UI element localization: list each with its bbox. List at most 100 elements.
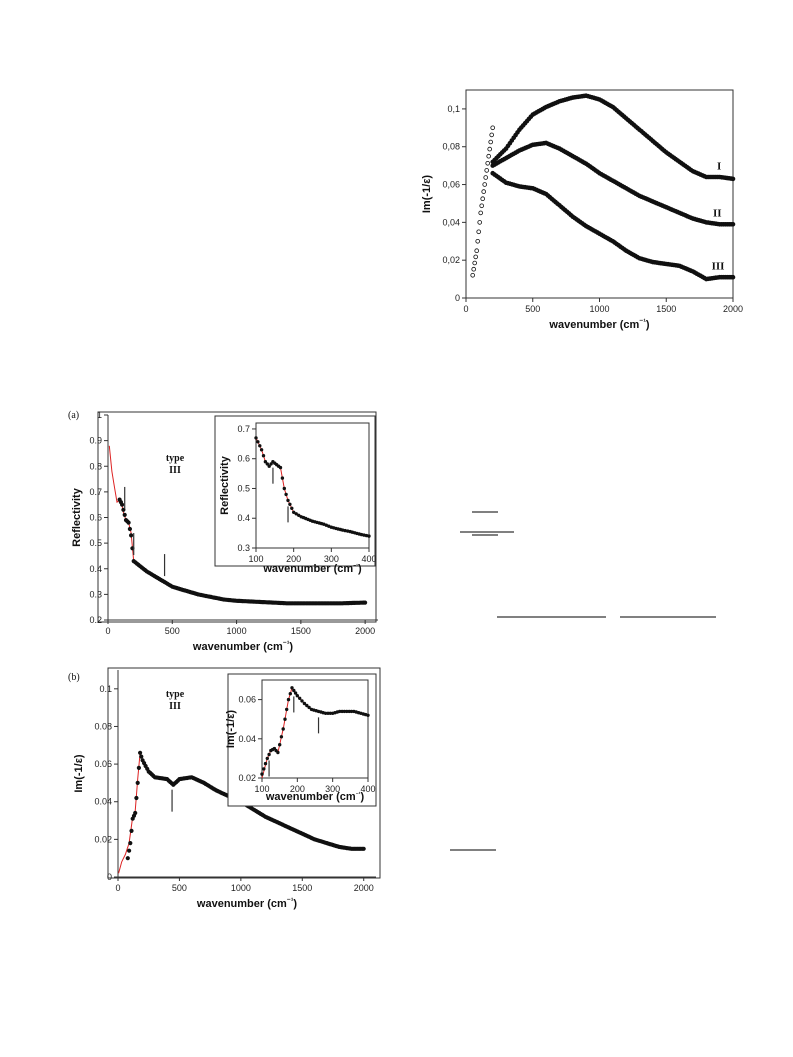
b-y-tick-label: 0.06 (94, 759, 112, 769)
b-y-tick-label: 0.04 (94, 797, 112, 807)
top-series-point (483, 175, 489, 180)
top-series-point (489, 132, 495, 138)
b-data-point (139, 754, 144, 759)
top-series-point (478, 210, 484, 216)
b-inset-data-point (295, 694, 299, 698)
a-y-tick-label: 0.9 (89, 436, 102, 446)
top-series-point (485, 161, 491, 166)
top-series-point (490, 125, 496, 131)
top-series-point (479, 203, 485, 209)
a-data-point (121, 507, 126, 512)
a-y-tick-label: 0.5 (89, 538, 102, 548)
top-series-label: III (712, 261, 725, 273)
b-y-axis-label: Im(-1/ε) (73, 754, 85, 793)
b-x-tick-label: 2000 (354, 883, 374, 893)
b-data-point (136, 765, 141, 771)
top-series-point (730, 222, 736, 227)
top-series-point (481, 189, 487, 194)
b-data-point (134, 795, 139, 801)
top-series-point (487, 146, 493, 152)
b-inset-data-point (307, 705, 311, 710)
a-inset-data-point (261, 454, 266, 458)
b-y-tick-label: 0 (107, 872, 112, 882)
a-inset-data-point (282, 486, 286, 491)
b-inset-x-tick-label: 400 (360, 784, 375, 794)
a-inset-y-tick-label: 0.3 (237, 543, 250, 553)
b-inset-data-point (366, 713, 370, 717)
b-data-point (129, 828, 134, 834)
top-x-tick-label: 2000 (723, 304, 743, 314)
a-inset-frame (214, 415, 376, 567)
b-inset-x-tick-label: 100 (254, 784, 269, 794)
b-data-point (133, 810, 138, 816)
b-inset-data-point (305, 703, 309, 708)
b-inset-data-point (288, 692, 292, 696)
a-inset-x-tick-label: 200 (286, 554, 301, 564)
top-series-label: I (717, 160, 721, 172)
top-series-point (475, 239, 481, 244)
a-data-point (122, 512, 127, 518)
a-inset-data-point (267, 464, 271, 468)
b-inset-data-point (263, 761, 268, 766)
a-inset-y-tick-label: 0.6 (237, 454, 250, 464)
a-x-axis-label: wavenumber (cm⁻¹) (192, 639, 294, 653)
a-inset-data-point (292, 510, 296, 514)
a-inset-plot-frame (255, 422, 370, 549)
a-y-tick-label: 0.8 (89, 461, 102, 471)
a-inset-data-point (286, 498, 290, 503)
top-series-point (730, 274, 736, 280)
b-inset-data-point (260, 772, 264, 776)
b-inset-y-axis-label: Im(-1/ε) (225, 710, 237, 749)
a-inset-data-point (263, 460, 268, 464)
top-x-tick-label: 1000 (589, 304, 609, 314)
a-inset-y-tick-label: 0.5 (237, 483, 250, 493)
b-y-tick-label: 0.02 (94, 834, 112, 844)
top-y-tick-label: 0,1 (447, 104, 460, 114)
b-inset-data-point (283, 717, 287, 721)
a-inset-x-tick-label: 100 (248, 554, 263, 564)
a-panel-label: (a) (68, 410, 79, 421)
a-y-tick-label: 0.4 (89, 564, 102, 574)
top-x-tick-label: 0 (463, 304, 468, 314)
b-inset-data-point (265, 756, 269, 761)
a-inset-data-point (288, 502, 292, 506)
a-data-point (129, 533, 134, 538)
top-series-point (474, 248, 480, 254)
top-series-point (470, 272, 476, 278)
a-inset-x-tick-label: 300 (324, 554, 339, 564)
a-inset-data-point (278, 465, 283, 470)
a-data-point (362, 600, 368, 605)
a-y-tick-label: 0.2 (89, 615, 102, 625)
b-inset-plot-frame (261, 679, 369, 779)
b-inset-data-point (278, 743, 282, 747)
a-annotation-label: III (169, 465, 181, 476)
b-x-tick-label: 1500 (292, 883, 312, 893)
a-x-tick-label: 1000 (227, 626, 247, 636)
a-inset-data-point (367, 534, 371, 538)
b-annotation-label: III (169, 701, 181, 712)
top-series-point (486, 153, 492, 159)
a-annotation-type: type (166, 453, 185, 464)
top-y-tick-label: 0 (455, 293, 460, 303)
top-series-point (480, 196, 486, 202)
a-inset-data-point (297, 513, 301, 517)
b-inset-data-point (302, 701, 307, 706)
b-annotation-type: type (166, 689, 185, 700)
a-y-axis-label: Reflectivity (71, 487, 83, 547)
top-series-point (730, 176, 736, 182)
b-x-tick-label: 0 (115, 883, 120, 893)
b-inset-frame (227, 673, 377, 807)
a-inset-data-point (269, 462, 273, 466)
a-x-tick-label: 2000 (355, 626, 375, 636)
b-inset-data-point (300, 699, 304, 703)
b-inset-y-tick-label: 0.04 (238, 734, 256, 744)
top-x-tick-label: 500 (525, 304, 540, 314)
top-series-point (484, 168, 490, 173)
top-series-point (476, 229, 482, 235)
a-inset-data-point (256, 440, 260, 444)
b-data-point (125, 856, 130, 861)
b-data-point (361, 846, 366, 851)
a-x-tick-label: 500 (165, 626, 180, 636)
top-series-point (488, 139, 494, 145)
